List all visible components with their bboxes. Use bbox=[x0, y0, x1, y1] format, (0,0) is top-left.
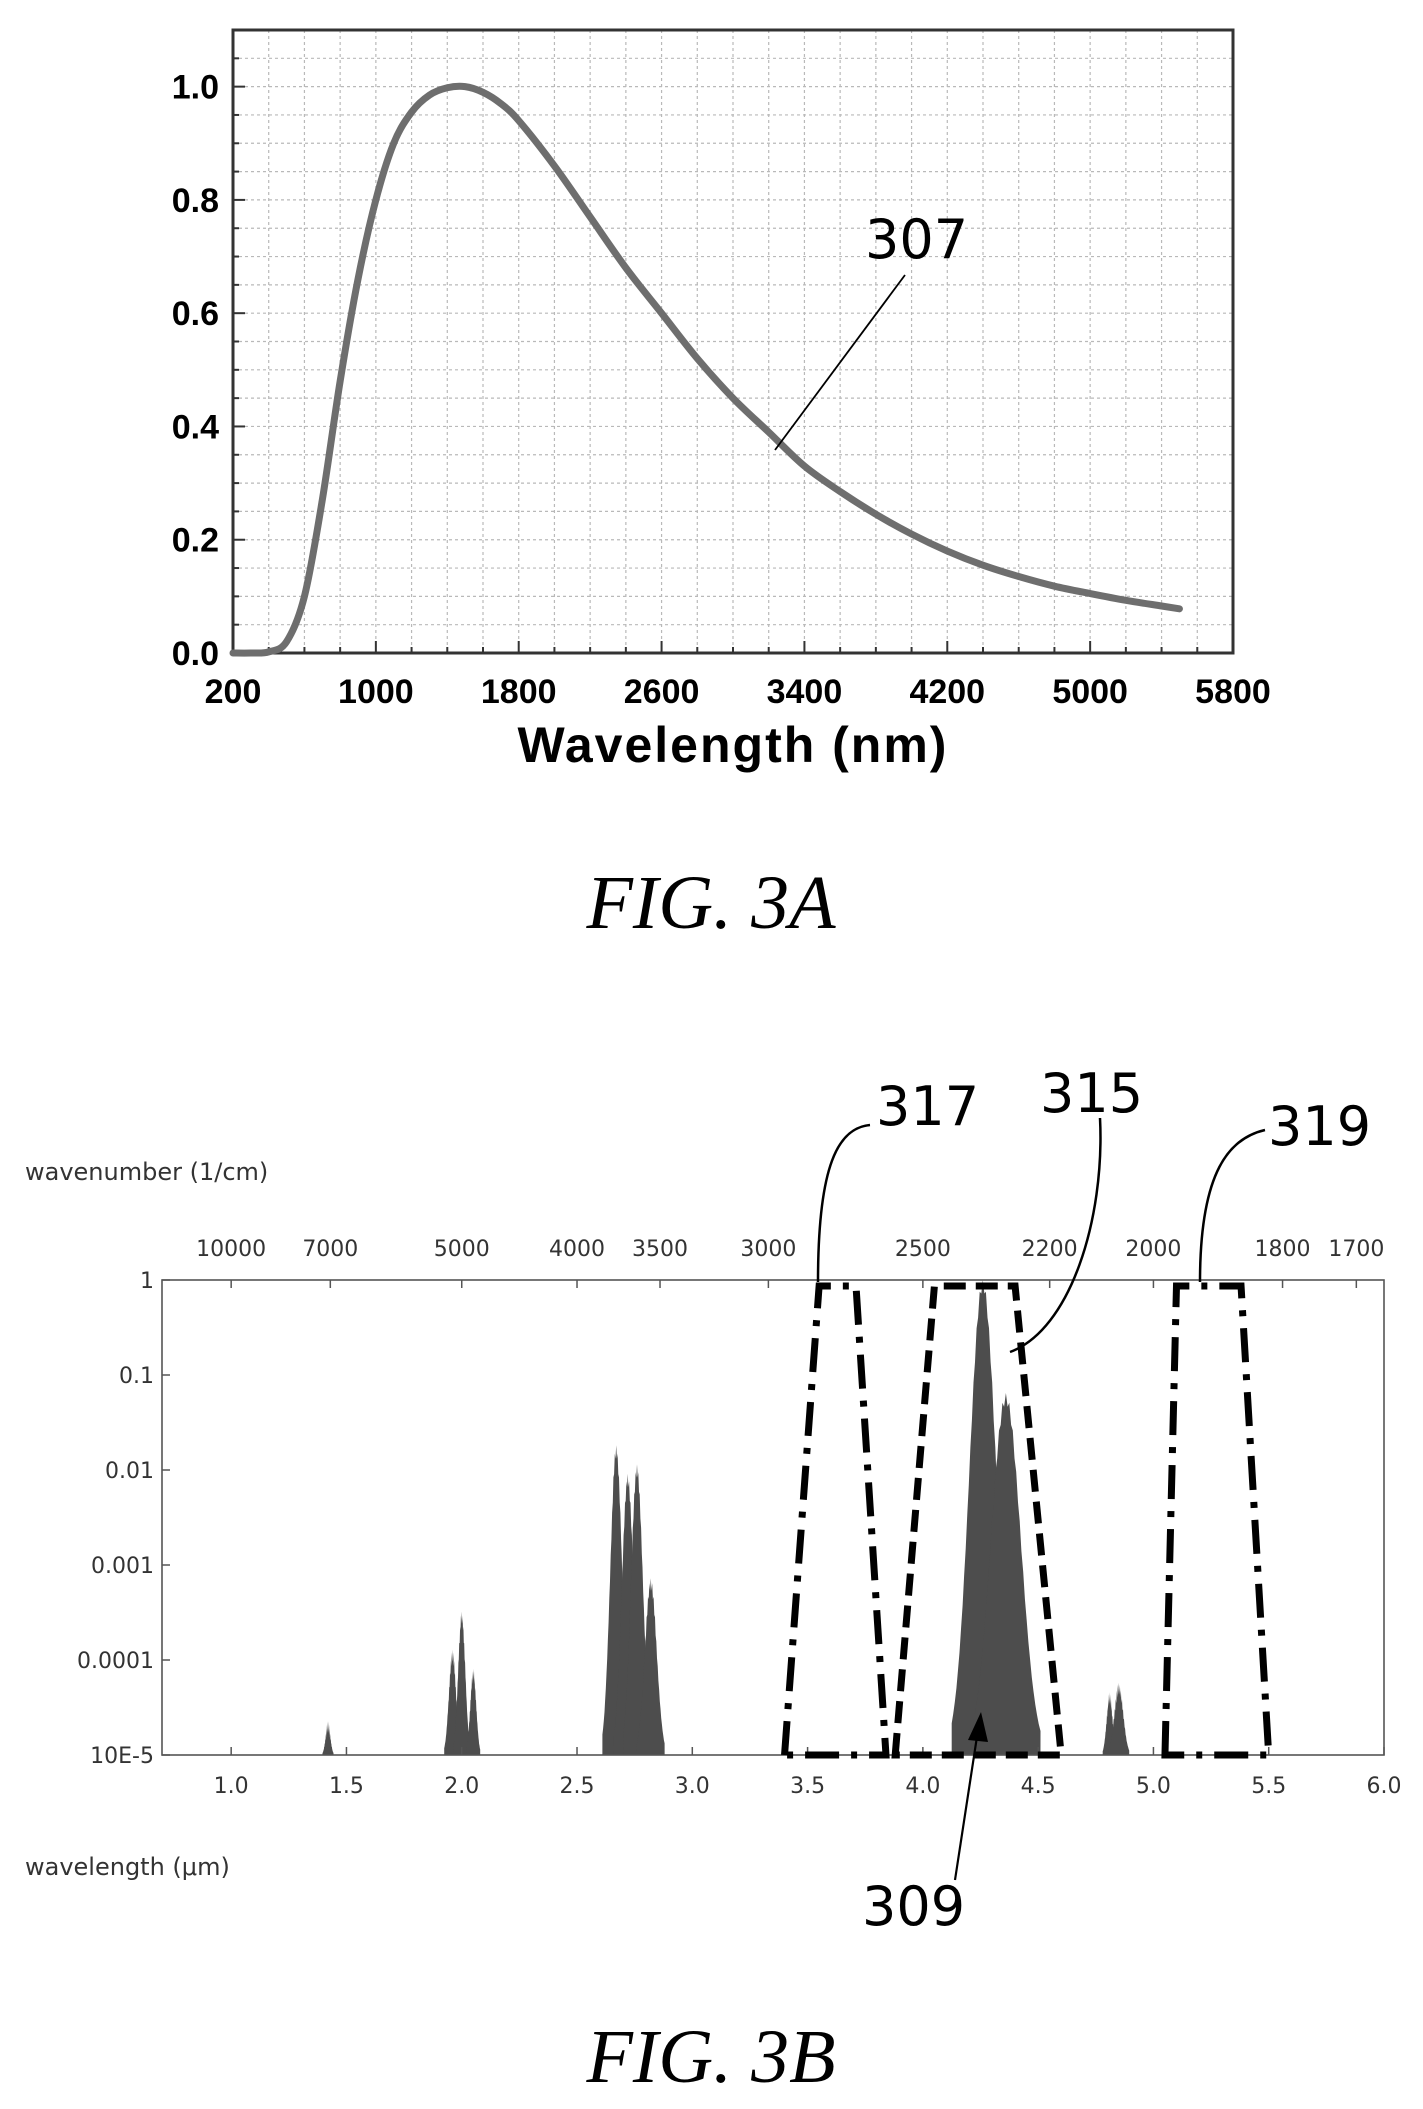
x2-tick-label: 4000 bbox=[549, 1237, 605, 1262]
x2-tick-label: 10000 bbox=[196, 1237, 266, 1262]
y-tick-label: 0.0 bbox=[172, 635, 219, 673]
filter-window-315 bbox=[891, 1282, 1066, 1759]
x-tick-label: 3.5 bbox=[790, 1774, 825, 1799]
figure-caption: FIG. 3A bbox=[585, 861, 836, 945]
spectrum-peak bbox=[1108, 1682, 1130, 1755]
x-tick-label: 5800 bbox=[1195, 673, 1271, 711]
plot-frame bbox=[161, 1279, 1385, 1756]
y-tick-labels: 0.0 0.2 0.4 0.6 0.8 1.0 bbox=[172, 69, 219, 673]
x-tick-label: 5000 bbox=[1052, 673, 1128, 711]
filter-window-317 bbox=[780, 1282, 890, 1759]
annotation-309-arrow bbox=[953, 1729, 980, 1881]
x-tick-label: 6.0 bbox=[1367, 1774, 1402, 1799]
figure-3b-chart: wavenumber (1/cm) wavelength (μm) 1 0.1 0.… bbox=[25, 1062, 1402, 2099]
spectrum-area bbox=[322, 1280, 1130, 1755]
figure-3a-chart: 0.0 0.2 0.4 0.6 0.8 1.0 200 1000 1800 2600 3400 42… bbox=[172, 28, 1271, 945]
annotation-315: 315 bbox=[1040, 1062, 1143, 1125]
series-line bbox=[229, 82, 1183, 657]
spectrum-peak bbox=[971, 1393, 1041, 1755]
y-tick-label: 0.6 bbox=[172, 295, 219, 333]
y-tick-label: 1.0 bbox=[172, 69, 219, 107]
annotation-309-arrowhead bbox=[968, 1712, 988, 1742]
annotation-319: 319 bbox=[1268, 1095, 1371, 1158]
x2-tick-label: 3000 bbox=[740, 1237, 796, 1262]
x-tick-label: 4.5 bbox=[1021, 1774, 1056, 1799]
x-tick-labels: 1.0 1.5 2.0 2.5 3.0 3.5 4.0 4.5 5.0 5.5 6.0 bbox=[214, 1774, 1402, 1799]
tick-marks bbox=[232, 29, 1234, 654]
x2-tick-label: 2500 bbox=[895, 1237, 951, 1262]
x-tick-label: 3.0 bbox=[675, 1774, 710, 1799]
annotation-315-leader bbox=[1009, 1117, 1102, 1354]
x-tick-label: 200 bbox=[205, 673, 262, 711]
x-tick-label: 1800 bbox=[481, 673, 557, 711]
x-tick-label: 1.5 bbox=[329, 1774, 364, 1799]
filter-windows bbox=[780, 1282, 1273, 1759]
figure-caption: FIG. 3B bbox=[585, 2015, 835, 2099]
x-tick-label: 1000 bbox=[338, 673, 414, 711]
x-tick-label: 4.0 bbox=[905, 1774, 940, 1799]
annotation-307: 307 bbox=[865, 208, 968, 271]
x2-tick-label: 1800 bbox=[1255, 1237, 1311, 1262]
spectrum-peak bbox=[466, 1668, 481, 1755]
x-tick-label: 5.0 bbox=[1136, 1774, 1171, 1799]
y-tick-label: 0.001 bbox=[91, 1554, 154, 1579]
x2-tick-label: 3500 bbox=[632, 1237, 688, 1262]
x-tick-label: 2.5 bbox=[560, 1774, 595, 1799]
annotation-309: 309 bbox=[862, 1875, 965, 1938]
y-tick-label: 0.01 bbox=[105, 1459, 154, 1484]
annotation-317-leader bbox=[816, 1123, 871, 1283]
x2-tick-label: 2000 bbox=[1125, 1237, 1181, 1262]
x2-tick-label: 5000 bbox=[434, 1237, 490, 1262]
wavenumber-axis-label: wavenumber (1/cm) bbox=[25, 1158, 268, 1186]
y-tick-label: 0.2 bbox=[172, 522, 219, 560]
x2-tick-label: 7000 bbox=[302, 1237, 358, 1262]
x-tick-label: 2600 bbox=[624, 673, 700, 711]
spectrum-peak bbox=[453, 1611, 471, 1755]
annotation-319-leader bbox=[1198, 1128, 1266, 1283]
y-tick-label: 1 bbox=[140, 1269, 154, 1294]
y-tick-labels: 1 0.1 0.01 0.001 0.0001 10E-5 bbox=[77, 1269, 154, 1769]
x2-tick-label: 2200 bbox=[1022, 1237, 1078, 1262]
y-tick-label: 10E-5 bbox=[90, 1744, 154, 1769]
x2-tick-label: 1700 bbox=[1328, 1237, 1384, 1262]
x-axis-label: Wavelength (nm) bbox=[518, 717, 949, 773]
y-tick-label: 0.1 bbox=[119, 1364, 154, 1389]
wavelength-axis-label: wavelength (μm) bbox=[25, 1853, 230, 1881]
x-tick-label: 3400 bbox=[767, 673, 843, 711]
x-tick-labels: 200 1000 1800 2600 3400 4200 5000 5800 bbox=[205, 673, 1271, 711]
tick-marks bbox=[162, 1279, 1385, 1756]
x-tick-label: 1.0 bbox=[214, 1774, 249, 1799]
y-tick-label: 0.0001 bbox=[77, 1649, 154, 1674]
y-tick-label: 0.4 bbox=[172, 408, 219, 446]
x-tick-label: 2.0 bbox=[444, 1774, 479, 1799]
x-tick-label: 4200 bbox=[909, 673, 985, 711]
grid bbox=[232, 29, 1234, 654]
annotation-307-leader bbox=[774, 274, 906, 451]
x-tick-label: 5.5 bbox=[1251, 1774, 1286, 1799]
filter-window-319 bbox=[1161, 1282, 1273, 1759]
annotation-317: 317 bbox=[876, 1075, 979, 1138]
y-tick-label: 0.8 bbox=[172, 182, 219, 220]
wavenumber-tick-labels: 10000 7000 5000 4000 3500 3000 2500 2200 2000 180… bbox=[196, 1237, 1384, 1262]
spectrum-peak bbox=[636, 1578, 665, 1755]
spectrum-peak bbox=[322, 1720, 334, 1755]
